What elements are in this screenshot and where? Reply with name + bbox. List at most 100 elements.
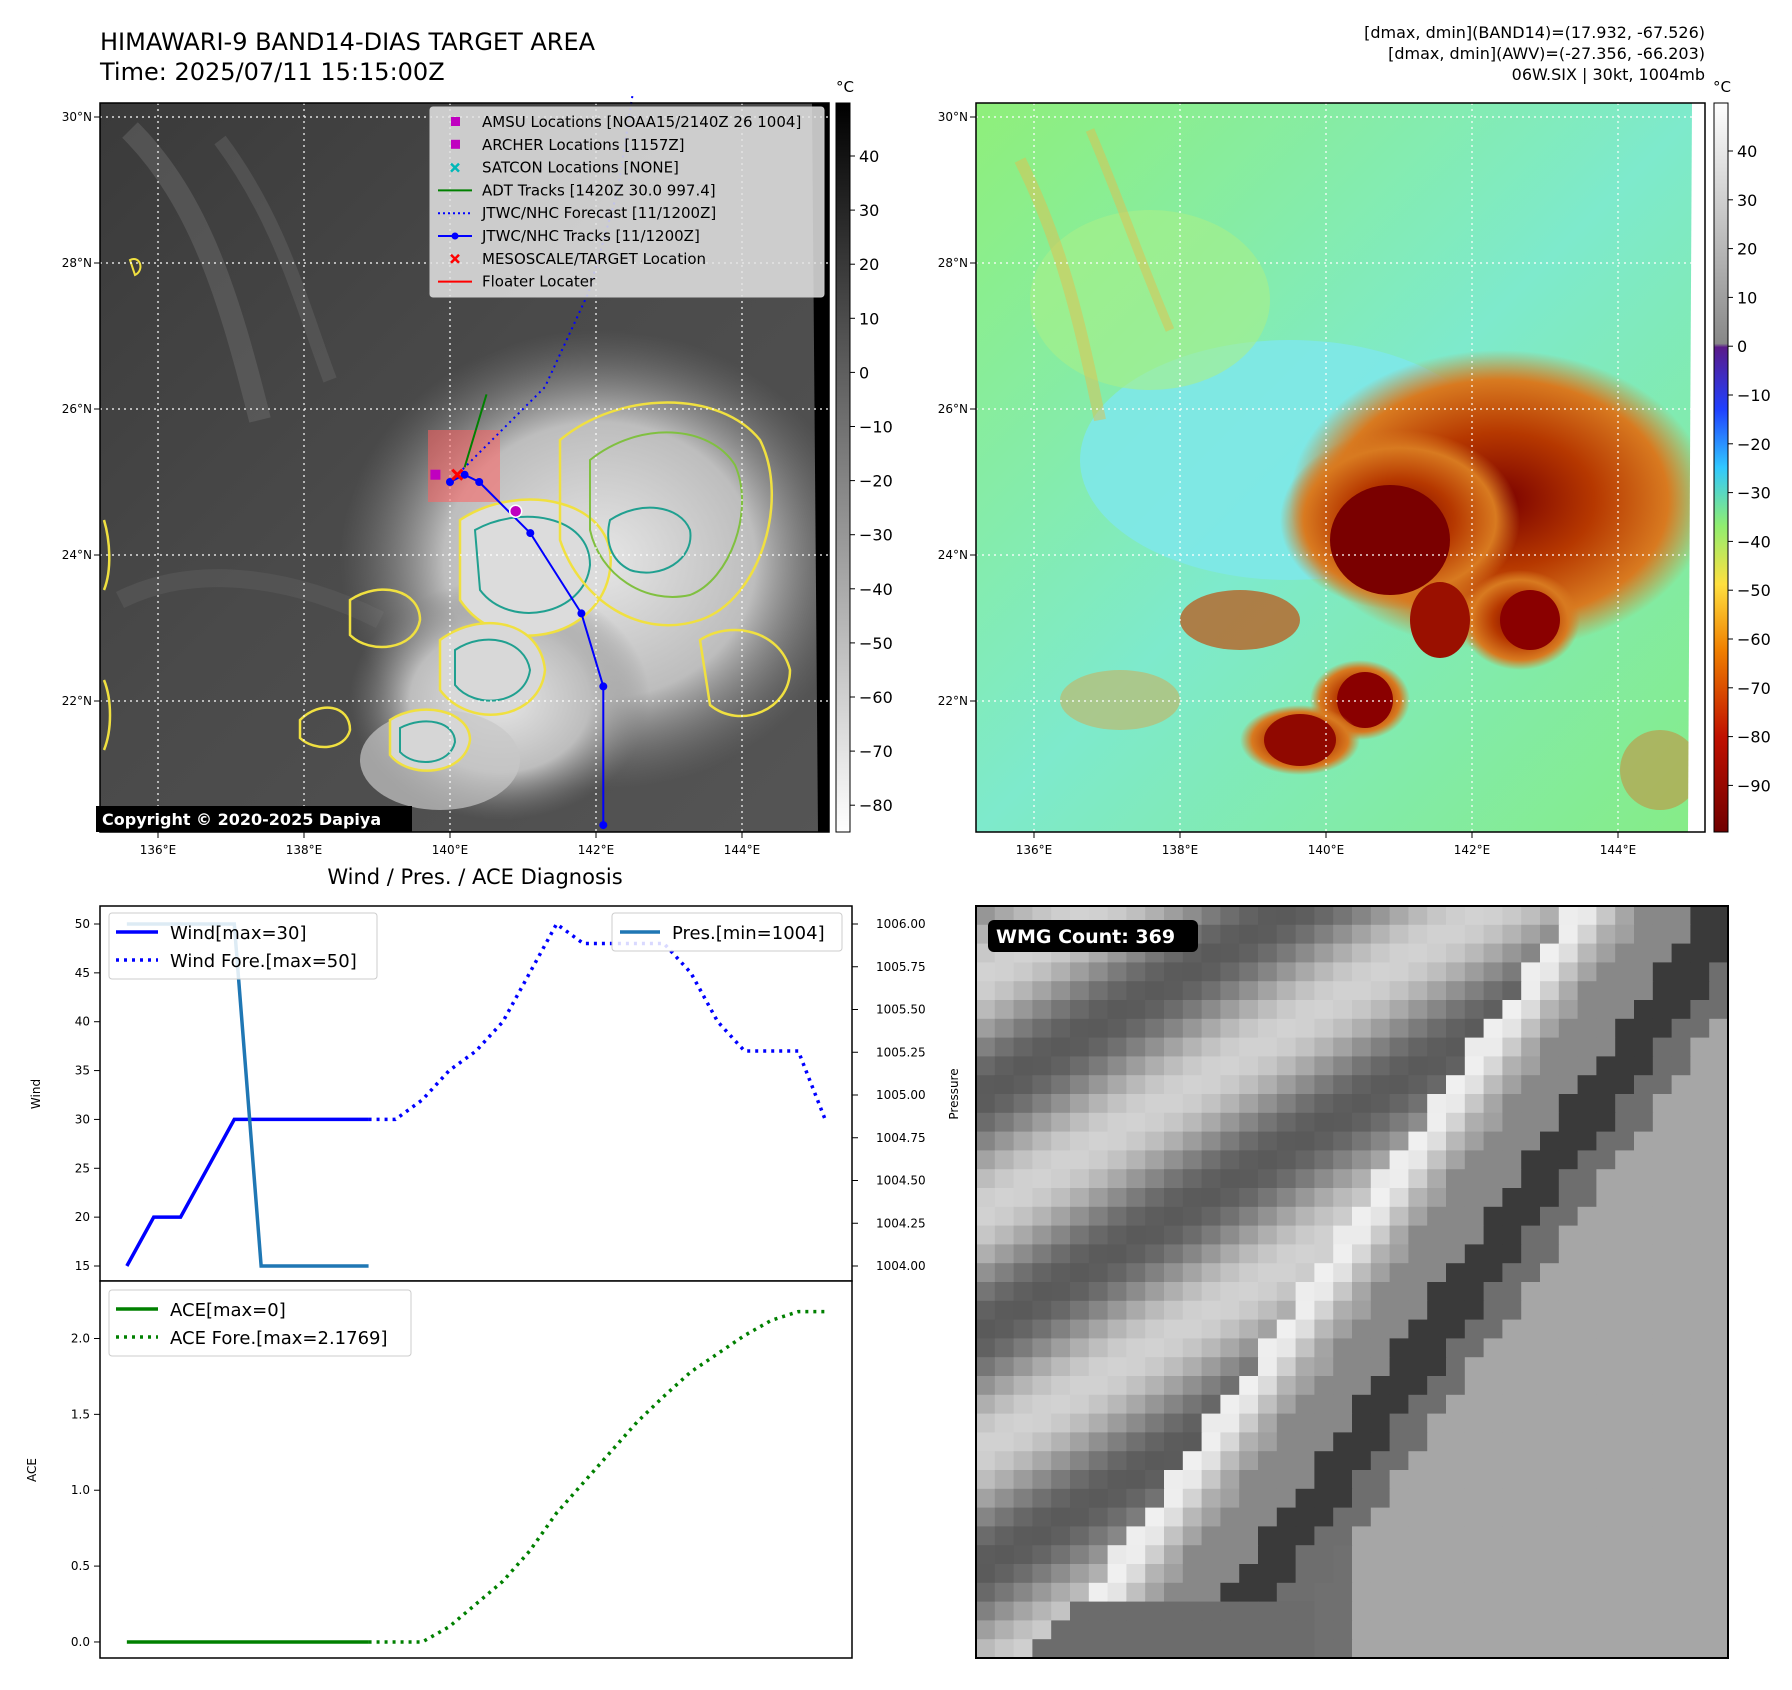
wmg-cell — [1521, 1545, 1541, 1565]
wmg-cell — [1671, 1338, 1691, 1358]
wmg-cell — [1032, 981, 1052, 1001]
wmg-cell — [1690, 1338, 1710, 1358]
wmg-cell — [1521, 1582, 1541, 1603]
wmg-cell — [1558, 1545, 1579, 1565]
wmg-cell — [1164, 1470, 1184, 1490]
wmg-cell — [1558, 962, 1579, 982]
wmg-cell — [1690, 1244, 1710, 1264]
wmg-cell — [1201, 1244, 1221, 1264]
wmg-cell — [1615, 1094, 1635, 1114]
wmg-cell — [1502, 1282, 1522, 1302]
wmg-cell — [1671, 1037, 1691, 1057]
wmg-cell — [1182, 981, 1203, 1001]
wmg-cell — [1483, 1451, 1503, 1471]
wmg-cell — [1446, 1488, 1466, 1509]
wmg-cell — [1126, 1432, 1146, 1452]
x-tick-label: 138°E — [286, 843, 323, 857]
wmg-cell — [1558, 1319, 1579, 1339]
wmg-cell — [1502, 1564, 1522, 1584]
wmg-cell — [1615, 1582, 1635, 1603]
wmg-cell — [994, 962, 1015, 982]
wmg-cell — [1671, 962, 1691, 982]
wmg-cell — [1258, 1507, 1278, 1527]
wmg-cell — [1164, 1225, 1184, 1245]
wmg-cell — [1239, 1037, 1259, 1057]
wmg-cell — [976, 1470, 996, 1490]
wmg-cell — [1389, 1564, 1409, 1584]
wmg-cell — [1370, 1488, 1391, 1509]
wmg-cell — [1201, 1300, 1221, 1321]
wmg-cell — [1540, 981, 1560, 1001]
wmg-cell — [994, 1319, 1015, 1339]
wmg-cell — [1464, 1169, 1485, 1189]
wmg-cell — [1634, 1094, 1654, 1114]
wmg-cell — [1652, 1169, 1673, 1189]
colorbar-tick-label: 0 — [1737, 337, 1747, 356]
wmg-cell — [1145, 1601, 1165, 1621]
wmg-cell — [1145, 1338, 1165, 1358]
wmg-cell — [1220, 1507, 1240, 1527]
wmg-cell — [1709, 943, 1728, 963]
wmg-cell — [1276, 1094, 1297, 1114]
wmg-cell — [1427, 962, 1447, 982]
wmg-cell — [1276, 1526, 1297, 1546]
wmg-cell — [1276, 1075, 1297, 1095]
wmg-cell — [1013, 1413, 1033, 1433]
wmg-cell — [1370, 1432, 1391, 1452]
wmg-cell — [1540, 962, 1560, 982]
wmg-cell — [1295, 1413, 1315, 1433]
wmg-cell — [1051, 1470, 1071, 1490]
wmg-cell — [1032, 1282, 1052, 1302]
wmg-cell — [1540, 1432, 1560, 1452]
wmg-cell — [1596, 1225, 1616, 1245]
wmg-cell — [1295, 1112, 1315, 1133]
wmg-cell — [1070, 1094, 1090, 1114]
wmg-cell — [1295, 1564, 1315, 1584]
wmg-cell — [1182, 1639, 1203, 1658]
wmg-cell — [1220, 1526, 1240, 1546]
wmg-cell — [1389, 1188, 1409, 1208]
wmg-cell — [1596, 1582, 1616, 1603]
wmg-cell — [1145, 1282, 1165, 1302]
wmg-cell — [1446, 1244, 1466, 1264]
wmg-cell — [1333, 1150, 1353, 1170]
wmg-cell — [1690, 1282, 1710, 1302]
awv-colorbar-unit: °C — [1713, 78, 1731, 96]
best-track-point — [475, 478, 484, 486]
wmg-cell — [1295, 906, 1315, 926]
wmg-cell — [1333, 1037, 1353, 1057]
wmg-cell — [1408, 1094, 1428, 1114]
wmg-cell — [1671, 1056, 1691, 1076]
wmg-cell — [994, 981, 1015, 1001]
y-tick-label: 22°N — [938, 694, 968, 708]
wmg-cell — [1558, 1037, 1579, 1057]
wmg-cell — [994, 1282, 1015, 1302]
wmg-cell — [1164, 981, 1184, 1001]
wmg-cell — [1276, 1131, 1297, 1151]
wmg-cell — [1295, 1075, 1315, 1095]
wmg-cell — [1709, 1582, 1728, 1603]
wmg-cell — [1502, 1394, 1522, 1415]
wmg-cell — [1446, 1150, 1466, 1170]
wmg-cell — [1370, 1376, 1391, 1396]
wmg-cell — [1577, 1225, 1597, 1245]
wmg-cell — [1464, 1394, 1485, 1415]
wmg-cell — [1652, 1206, 1673, 1227]
wmg-cell — [1671, 1620, 1691, 1640]
wmg-cell — [1333, 943, 1353, 963]
wmg-cell — [976, 1488, 996, 1509]
wmg-cell — [976, 962, 996, 982]
wmg-cell — [1088, 1169, 1109, 1189]
wmg-cell — [1070, 962, 1090, 982]
wmg-cell — [1088, 1507, 1109, 1527]
wmg-cell — [1164, 962, 1184, 982]
wmg-cell — [1671, 943, 1691, 963]
legend-label: Floater Locater — [482, 273, 596, 291]
info-line-1: [dmax, dmin](BAND14)=(17.932, -67.526) — [1364, 23, 1705, 42]
wmg-cell — [1352, 962, 1372, 982]
x-tick-label: 144°E — [1600, 843, 1637, 857]
wmg-cell — [1577, 1206, 1597, 1227]
wmg-cell — [994, 1150, 1015, 1170]
wmg-cell — [1220, 943, 1240, 963]
wmg-cell — [1295, 1169, 1315, 1189]
